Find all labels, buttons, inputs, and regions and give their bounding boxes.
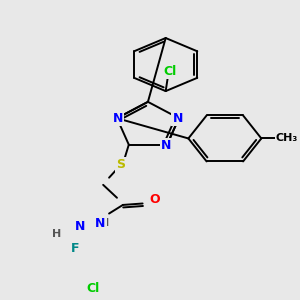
Text: F: F: [71, 242, 80, 255]
Text: S: S: [116, 158, 125, 171]
Text: N: N: [113, 112, 123, 125]
Text: N: N: [75, 220, 86, 233]
Text: Cl: Cl: [163, 64, 176, 77]
Text: N: N: [95, 217, 105, 230]
Text: H: H: [100, 218, 109, 228]
Text: H: H: [52, 229, 62, 239]
Text: N: N: [173, 112, 183, 125]
Text: CH₃: CH₃: [276, 134, 298, 143]
Text: N: N: [161, 139, 171, 152]
Text: O: O: [149, 193, 160, 206]
Text: Cl: Cl: [87, 282, 100, 295]
